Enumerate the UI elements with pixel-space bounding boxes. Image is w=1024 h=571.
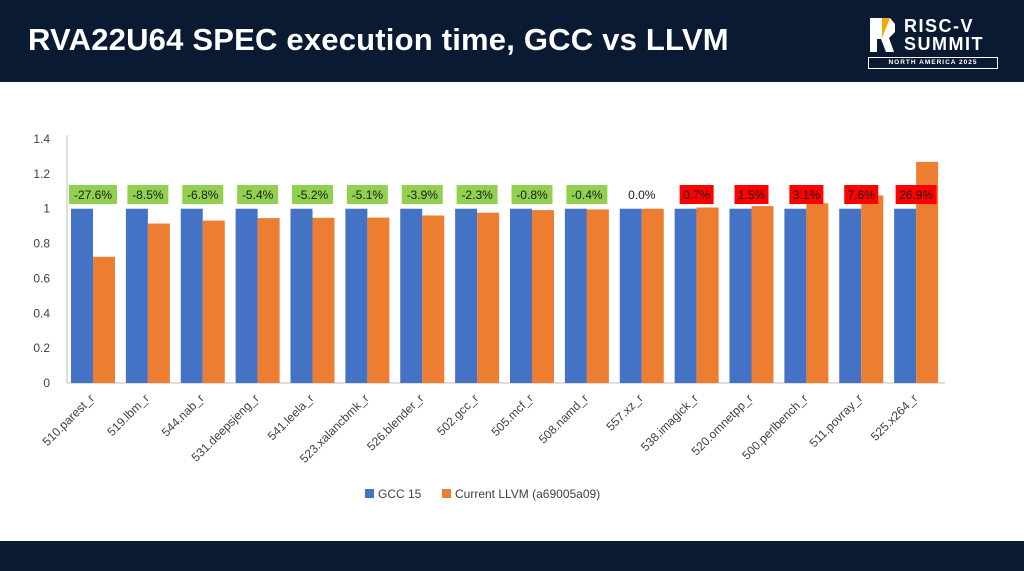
footer-bar xyxy=(0,541,1024,571)
logo-text-summit: SUMMIT xyxy=(904,34,984,54)
x-tick-label: 502.gcc_r xyxy=(434,391,481,438)
data-label-bg xyxy=(401,185,443,204)
y-tick-label: 1 xyxy=(43,202,50,216)
x-tick-label: 505.mcf_r xyxy=(488,391,536,439)
data-label-bg xyxy=(127,185,169,204)
logo-text-north-america: NORTH AMERICA 2025 xyxy=(868,57,998,69)
x-tick-label: 511.povray_r xyxy=(807,391,866,450)
x-tick-label: 557.xz_r xyxy=(603,391,645,433)
data-label-bg xyxy=(789,185,824,204)
bar-gcc xyxy=(619,208,642,383)
bar-gcc xyxy=(345,208,368,383)
bar-llvm xyxy=(751,206,774,383)
bar-llvm xyxy=(312,217,335,383)
data-label-bg xyxy=(566,185,608,204)
y-tick-label: 1.4 xyxy=(33,132,50,146)
y-tick-label: 0.4 xyxy=(33,306,50,320)
x-tick-label: 510.parest_r xyxy=(40,391,98,449)
data-label-bg xyxy=(895,185,937,204)
page-title: RVA22U64 SPEC execution time, GCC vs LLV… xyxy=(28,22,729,57)
bar-llvm xyxy=(641,208,664,383)
bar-gcc xyxy=(455,208,478,383)
data-label-bg xyxy=(679,185,714,204)
bar-gcc xyxy=(729,208,752,383)
data-label: -0.8% xyxy=(516,188,548,202)
data-label: -5.1% xyxy=(352,188,384,202)
bar-llvm xyxy=(806,203,829,383)
data-label-bg xyxy=(511,185,553,204)
risc-v-summit-logo: RISC-V SUMMIT NORTH AMERICA 2025 xyxy=(868,16,1008,70)
data-label-bg xyxy=(346,185,388,204)
data-label: -5.2% xyxy=(297,188,329,202)
bar-llvm xyxy=(93,256,115,383)
y-tick-label: 0.2 xyxy=(33,341,50,355)
x-tick-label: 541.leela_r xyxy=(265,391,317,443)
data-label: 3.1% xyxy=(793,188,821,202)
y-tick-label: 1.2 xyxy=(33,167,50,181)
bar-llvm xyxy=(696,207,719,383)
bar-llvm xyxy=(367,217,390,383)
bar-gcc xyxy=(784,208,807,383)
risc-v-logo-icon xyxy=(870,18,895,52)
data-label: -27.6% xyxy=(74,188,112,202)
bar-llvm xyxy=(147,223,170,383)
data-label: -0.4% xyxy=(571,188,603,202)
bar-gcc xyxy=(125,208,148,383)
bar-chart: 0 0.2 0.4 0.6 0.8 1 1.2 1.4 -27.6% 510.parest_r -8… xyxy=(33,132,945,501)
x-tick-label: 519.lbm_r xyxy=(104,391,152,439)
y-tick-label: 0.8 xyxy=(33,237,50,251)
bar-gcc xyxy=(674,208,697,383)
data-label-bg xyxy=(292,185,333,204)
bar-gcc xyxy=(839,208,862,383)
data-label: -8.5% xyxy=(132,188,164,202)
x-tick-label: 544.nab_r xyxy=(159,391,207,439)
bar-llvm xyxy=(861,195,884,383)
bar-llvm xyxy=(916,161,939,383)
legend-swatch-gcc xyxy=(365,489,374,498)
data-label-bg xyxy=(237,185,279,204)
data-label: -5.4% xyxy=(242,188,274,202)
legend-swatch-llvm xyxy=(442,489,451,498)
data-label: 0.7% xyxy=(683,188,711,202)
bar-llvm xyxy=(586,209,609,383)
bar-llvm xyxy=(477,212,500,383)
data-label: 0.0% xyxy=(628,188,656,202)
y-tick-label: 0 xyxy=(43,376,50,390)
data-label-bg xyxy=(456,185,498,204)
data-label: -2.3% xyxy=(461,188,493,202)
data-label-bg xyxy=(69,185,117,204)
x-tick-label: 525.x264_r xyxy=(868,391,920,443)
bar-gcc xyxy=(400,208,423,383)
x-tick-label: 508.namd_r xyxy=(536,391,591,446)
data-label-bg xyxy=(624,185,659,204)
data-label: -6.8% xyxy=(187,188,219,202)
logo-text-risc-v: RISC-V xyxy=(904,16,975,36)
bar-gcc xyxy=(235,208,258,383)
data-label-bg xyxy=(182,185,224,204)
bar-gcc xyxy=(180,208,203,383)
data-label: 1.5% xyxy=(738,188,766,202)
bar-llvm xyxy=(202,220,225,383)
data-label-bg xyxy=(734,185,769,204)
data-label: 26.9% xyxy=(899,188,933,202)
header-bar: RVA22U64 SPEC execution time, GCC vs LLV… xyxy=(0,0,1024,82)
bar-gcc xyxy=(71,208,93,383)
bar-gcc xyxy=(894,208,917,383)
y-tick-label: 0.6 xyxy=(33,271,50,285)
data-label: -3.9% xyxy=(407,188,439,202)
bar-llvm xyxy=(532,210,554,383)
bar-llvm xyxy=(257,218,280,383)
x-tick-label: 526.blender_r xyxy=(364,391,426,453)
data-label: 7.6% xyxy=(848,188,876,202)
bar-llvm xyxy=(422,215,445,383)
legend-label-llvm: Current LLVM (a69005a09) xyxy=(455,487,600,501)
bar-gcc xyxy=(290,208,313,383)
legend-label-gcc: GCC 15 xyxy=(378,487,422,501)
data-label-bg xyxy=(844,185,879,204)
bar-gcc xyxy=(510,208,532,383)
bar-gcc xyxy=(564,208,587,383)
